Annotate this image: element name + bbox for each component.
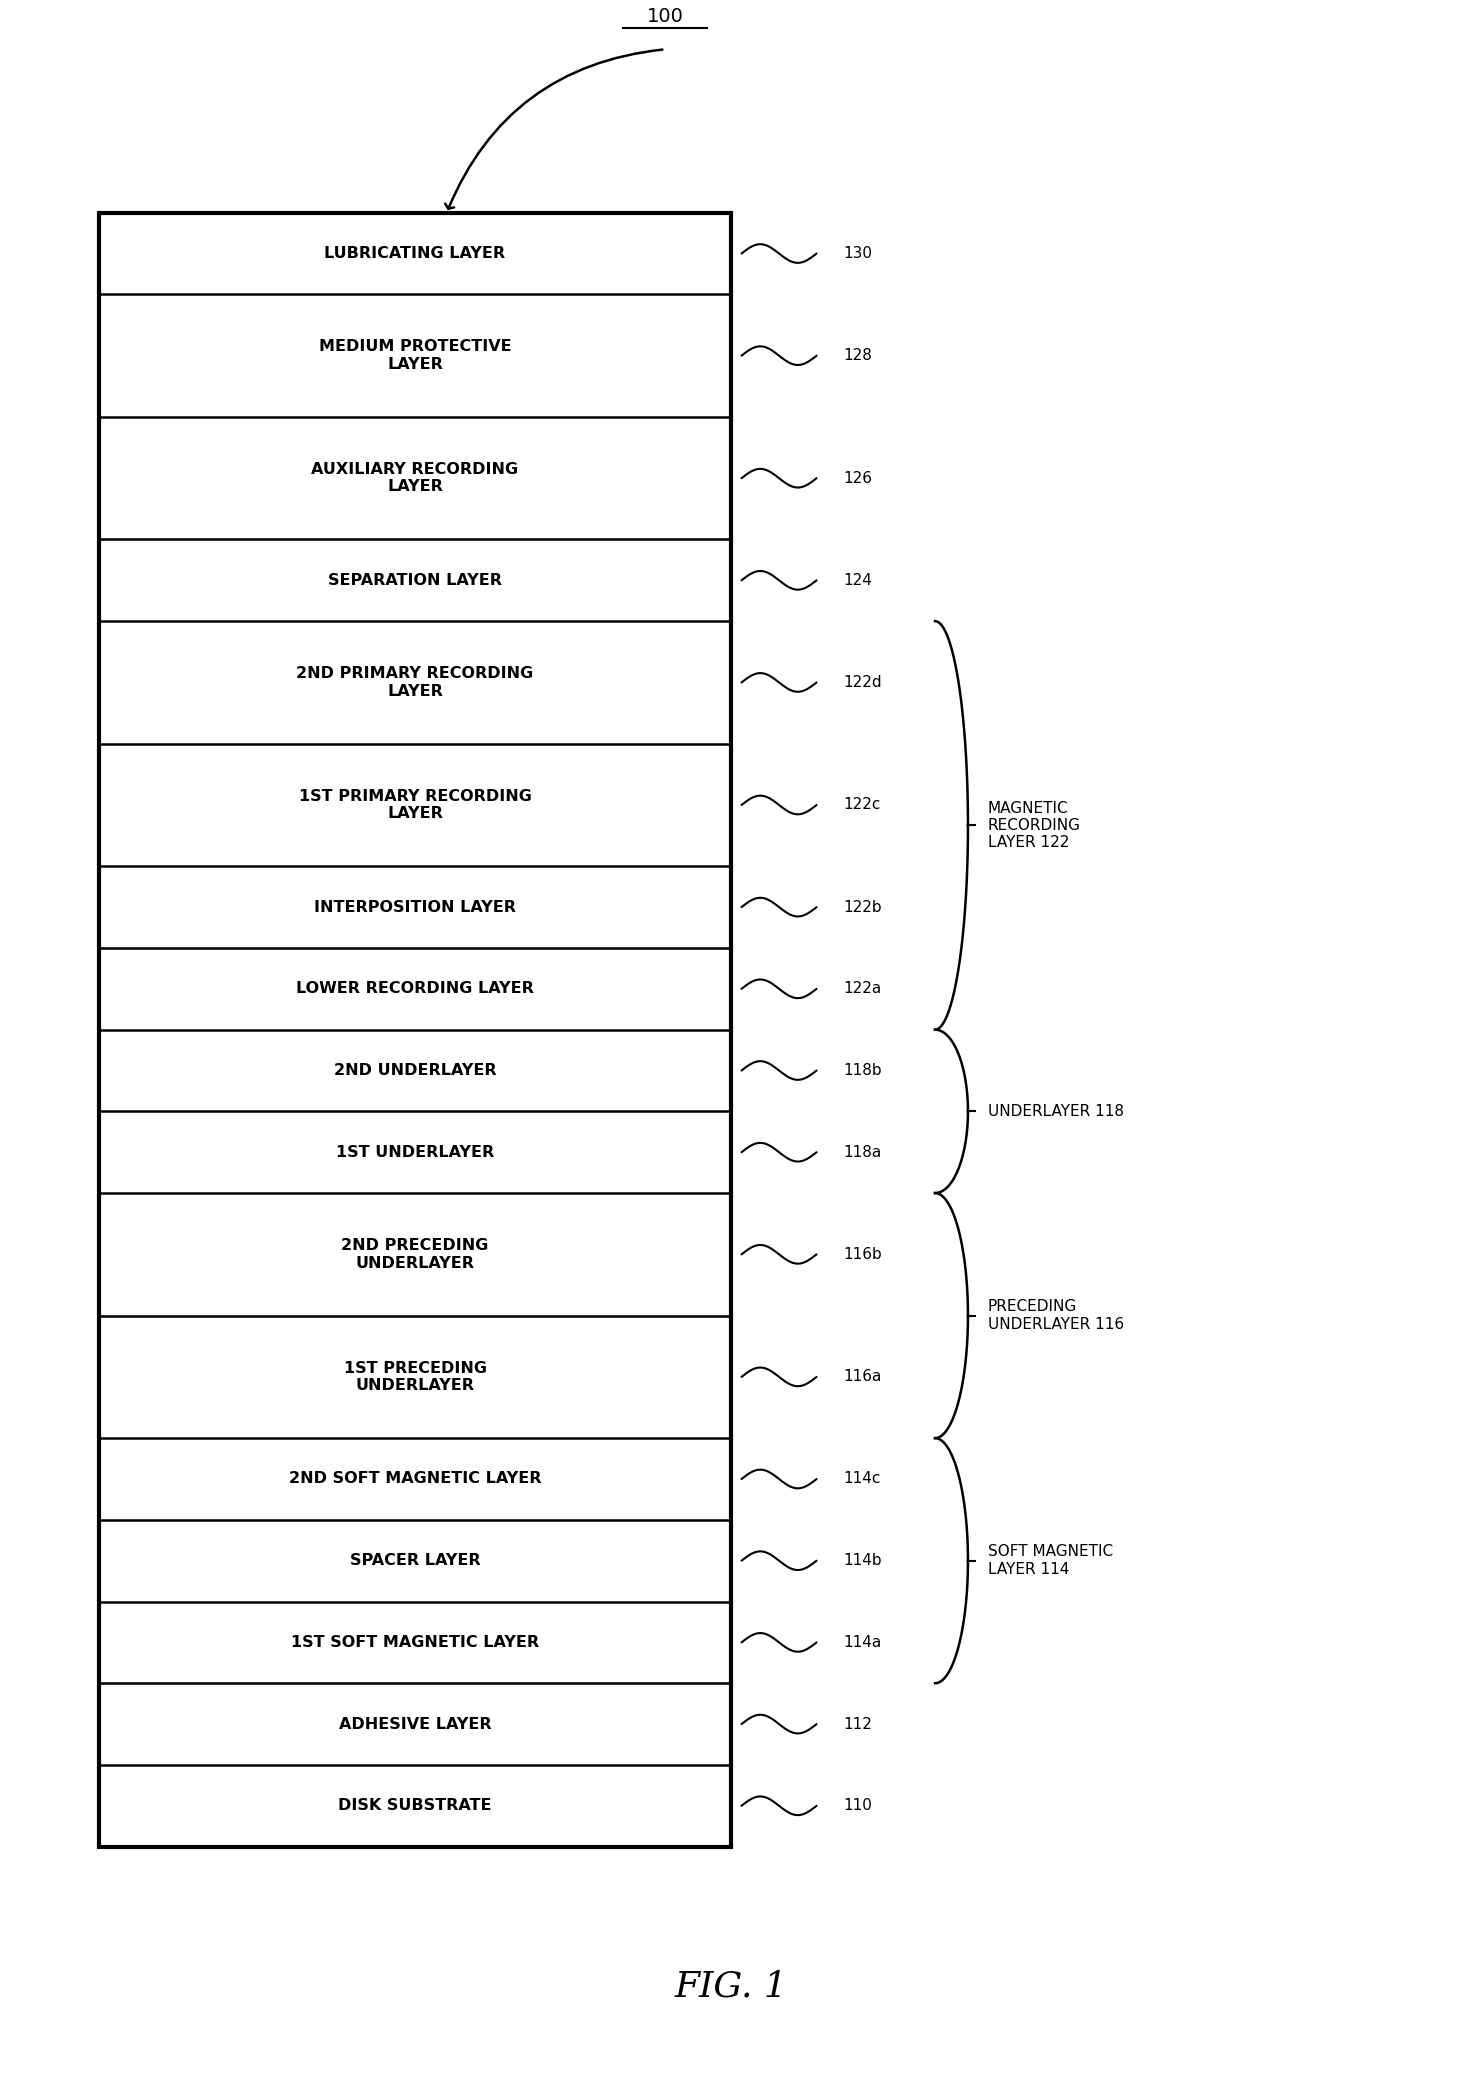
Text: SEPARATION LAYER: SEPARATION LAYER [327,572,501,589]
Text: 2ND SOFT MAGNETIC LAYER: 2ND SOFT MAGNETIC LAYER [289,1471,541,1486]
Text: 116b: 116b [844,1246,882,1263]
Text: 2ND PRIMARY RECORDING
LAYER: 2ND PRIMARY RECORDING LAYER [297,666,534,699]
Text: 2ND UNDERLAYER: 2ND UNDERLAYER [333,1062,497,1079]
Text: 122b: 122b [844,899,882,914]
Text: 126: 126 [844,472,871,486]
Text: LOWER RECORDING LAYER: LOWER RECORDING LAYER [297,981,534,995]
Text: 112: 112 [844,1718,871,1732]
Text: DISK SUBSTRATE: DISK SUBSTRATE [338,1799,491,1814]
Text: UNDERLAYER 118: UNDERLAYER 118 [988,1104,1124,1119]
Text: 110: 110 [844,1799,871,1814]
Text: 2ND PRECEDING
UNDERLAYER: 2ND PRECEDING UNDERLAYER [341,1238,488,1271]
Text: SPACER LAYER: SPACER LAYER [349,1553,481,1567]
Text: LUBRICATING LAYER: LUBRICATING LAYER [325,246,506,261]
Text: 130: 130 [844,246,871,261]
Text: ADHESIVE LAYER: ADHESIVE LAYER [339,1718,491,1732]
Text: 1ST PRECEDING
UNDERLAYER: 1ST PRECEDING UNDERLAYER [344,1361,487,1394]
Text: 1ST UNDERLAYER: 1ST UNDERLAYER [336,1144,494,1160]
Text: MEDIUM PROTECTIVE
LAYER: MEDIUM PROTECTIVE LAYER [319,340,512,371]
Text: FIG. 1: FIG. 1 [674,1970,788,2004]
Text: 116a: 116a [844,1369,882,1384]
Text: 100: 100 [646,6,684,25]
Text: MAGNETIC
RECORDING
LAYER 122: MAGNETIC RECORDING LAYER 122 [988,801,1080,849]
Text: 128: 128 [844,349,871,363]
Text: INTERPOSITION LAYER: INTERPOSITION LAYER [314,899,516,914]
Text: 122a: 122a [844,981,882,995]
Text: SOFT MAGNETIC
LAYER 114: SOFT MAGNETIC LAYER 114 [988,1544,1113,1578]
Text: 1ST SOFT MAGNETIC LAYER: 1ST SOFT MAGNETIC LAYER [291,1634,539,1651]
Text: 1ST PRIMARY RECORDING
LAYER: 1ST PRIMARY RECORDING LAYER [298,789,532,820]
Text: 122c: 122c [844,797,880,812]
Text: 114b: 114b [844,1553,882,1567]
Text: 122d: 122d [844,674,882,691]
Text: 114c: 114c [844,1471,880,1486]
Bar [99,213,731,1847]
Text: 118b: 118b [844,1062,882,1079]
Text: 114a: 114a [844,1634,882,1651]
Text: AUXILIARY RECORDING
LAYER: AUXILIARY RECORDING LAYER [311,461,519,495]
Text: 124: 124 [844,572,871,589]
Text: 118a: 118a [844,1144,882,1160]
Text: PRECEDING
UNDERLAYER 116: PRECEDING UNDERLAYER 116 [988,1300,1124,1332]
